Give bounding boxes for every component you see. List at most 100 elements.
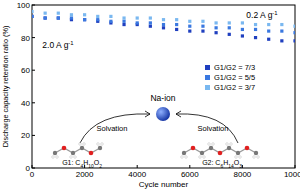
hydrogen <box>203 156 206 159</box>
point <box>136 21 139 24</box>
point <box>280 39 283 42</box>
carbon <box>182 151 186 155</box>
y-tick-label: 20 <box>21 131 30 140</box>
hydrogen <box>97 143 100 146</box>
oxygen <box>191 146 196 151</box>
x-tick <box>242 165 243 168</box>
molecule-label: G1: C4H10O2 <box>62 159 102 169</box>
legend-label: G1/G2 = 7/3 <box>214 63 255 72</box>
annotation: 0.2 A g-1 <box>246 10 278 20</box>
point <box>109 15 112 18</box>
point <box>162 23 165 26</box>
carbon <box>53 151 57 155</box>
point <box>44 16 47 19</box>
y-tick <box>32 37 35 38</box>
point <box>149 16 152 19</box>
x-tick-label: 6000 <box>181 170 199 179</box>
data-points <box>32 10 295 43</box>
point <box>241 28 244 31</box>
oxygen <box>245 146 250 151</box>
carbon <box>236 151 240 155</box>
point <box>32 15 34 18</box>
legend-marker <box>205 75 210 80</box>
hydrogen <box>230 143 233 146</box>
point <box>175 23 178 26</box>
point <box>201 25 204 28</box>
point <box>122 23 125 26</box>
hydrogen <box>52 156 55 159</box>
x-tick-label: 0 <box>30 170 35 179</box>
carbon <box>254 151 258 155</box>
point <box>188 25 191 28</box>
arrow <box>176 114 238 143</box>
arrow-head <box>176 111 181 117</box>
point <box>228 33 231 36</box>
hydrogen <box>239 156 242 159</box>
point <box>44 16 47 19</box>
carbon <box>98 146 102 150</box>
na-ion <box>156 107 170 121</box>
point <box>293 25 295 28</box>
hydrogen <box>74 156 77 159</box>
arrow-head <box>145 111 150 117</box>
y-axis-label: Discharge capacity retention ratio (%) <box>1 26 10 148</box>
point <box>188 29 191 32</box>
x-tick-label: 10000 <box>284 170 300 179</box>
hydrogen <box>70 156 73 159</box>
point <box>280 23 283 26</box>
y-tick <box>32 102 35 103</box>
point <box>109 20 112 23</box>
hydrogen <box>253 156 256 159</box>
point <box>215 31 218 34</box>
hydrogen <box>79 143 82 146</box>
hydrogen <box>101 143 104 146</box>
point <box>136 16 139 19</box>
point <box>201 20 204 23</box>
molecule-label: G2: C6H14O3 <box>202 159 242 169</box>
point <box>188 20 191 23</box>
y-tick <box>32 70 35 71</box>
point <box>57 16 60 19</box>
carbon <box>200 151 204 155</box>
hydrogen <box>208 143 211 146</box>
y-tick-label: 100 <box>17 1 31 10</box>
legend-label: G1/G2 = 5/5 <box>214 73 255 82</box>
hydrogen <box>257 156 260 159</box>
oxygen <box>218 151 223 156</box>
oxygen <box>62 146 67 151</box>
x-tick <box>137 165 138 168</box>
point <box>293 39 295 42</box>
carbon <box>80 146 84 150</box>
x-tick-label: 8000 <box>234 170 252 179</box>
point <box>32 15 34 18</box>
point <box>83 18 86 21</box>
x-tick <box>189 165 190 168</box>
point <box>175 28 178 31</box>
y-tick <box>32 5 35 6</box>
y-tick-label: 80 <box>21 34 30 43</box>
point <box>254 23 257 26</box>
hydrogen <box>83 143 86 146</box>
y-tick <box>32 168 35 169</box>
point <box>215 21 218 24</box>
carbon <box>71 151 75 155</box>
point <box>201 29 204 32</box>
y-tick-label: 60 <box>21 66 30 75</box>
point <box>228 21 231 24</box>
legend-marker <box>205 65 210 70</box>
ion-label: Na-ion <box>150 93 175 103</box>
solvation-label: Solvation <box>97 124 128 133</box>
point <box>267 29 270 32</box>
point <box>149 21 152 24</box>
point <box>267 38 270 41</box>
point <box>215 26 218 29</box>
hydrogen <box>212 143 215 146</box>
point <box>267 23 270 26</box>
point <box>162 26 165 29</box>
y-tick <box>32 135 35 136</box>
legend-label: G1/G2 = 3/7 <box>214 83 255 92</box>
hydrogen <box>235 156 238 159</box>
carbon <box>227 146 231 150</box>
point <box>149 25 152 28</box>
point <box>83 18 86 21</box>
